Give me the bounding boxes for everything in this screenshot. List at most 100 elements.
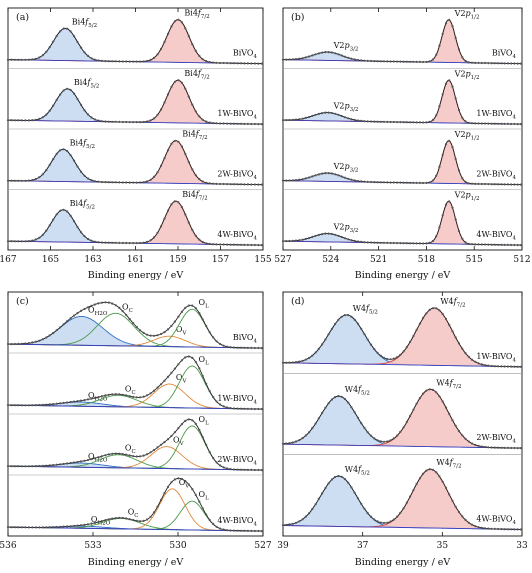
- data-point: [253, 62, 256, 65]
- data-point: [142, 60, 145, 63]
- data-point: [198, 500, 201, 503]
- data-point: [490, 183, 493, 186]
- data-point: [239, 243, 243, 246]
- data-point: [66, 401, 69, 404]
- data-point: [232, 407, 236, 410]
- data-point: [226, 62, 229, 65]
- data-point: [212, 243, 215, 246]
- data-point: [435, 391, 438, 394]
- data-point: [146, 394, 149, 397]
- data-point: [402, 121, 405, 124]
- data-point: [93, 118, 96, 121]
- data-point: [250, 62, 253, 65]
- data-point: [173, 20, 176, 23]
- data-point: [431, 239, 434, 243]
- data-point: [6, 404, 10, 407]
- data-point: [121, 60, 124, 63]
- data-point: [118, 181, 121, 184]
- data-point: [121, 181, 124, 184]
- data-point: [146, 59, 149, 63]
- data-point: [139, 520, 142, 523]
- data-point: [107, 241, 110, 244]
- data-point: [285, 523, 288, 527]
- data-point: [327, 333, 330, 336]
- data-point: [500, 528, 503, 531]
- data-point: [163, 331, 166, 334]
- data-point: [62, 462, 65, 465]
- data-point: [229, 243, 232, 246]
- x-tick-label: 37: [357, 541, 369, 551]
- data-point: [159, 443, 163, 446]
- data-point: [97, 180, 100, 183]
- peak-label: OC: [125, 384, 136, 396]
- data-point: [480, 243, 483, 246]
- data-point: [294, 239, 298, 242]
- data-point: [152, 334, 156, 337]
- data-point: [31, 526, 34, 529]
- data-point: [519, 62, 523, 65]
- data-point: [356, 322, 360, 325]
- data-point: [97, 59, 100, 62]
- data-point: [152, 56, 156, 60]
- data-point: [236, 529, 239, 532]
- data-point: [392, 357, 395, 360]
- data-point: [257, 468, 260, 472]
- data-point: [431, 307, 434, 310]
- data-point: [232, 243, 236, 246]
- data-point: [243, 183, 246, 186]
- data-point: [288, 442, 291, 445]
- data-point: [69, 30, 72, 33]
- data-point: [373, 60, 376, 63]
- data-point: [97, 241, 100, 244]
- data-point: [379, 120, 382, 123]
- data-point: [438, 395, 441, 398]
- data-point: [422, 121, 425, 124]
- data-point: [114, 120, 117, 123]
- data-point: [184, 480, 187, 483]
- data-point: [298, 118, 301, 121]
- data-point: [438, 226, 441, 229]
- data-point: [41, 464, 44, 467]
- data-point: [6, 119, 10, 122]
- data-point: [327, 111, 330, 114]
- x-tick-label: 167: [0, 255, 17, 265]
- data-point: [104, 60, 107, 63]
- data-point: [425, 312, 428, 315]
- data-point: [428, 181, 431, 184]
- data-point: [180, 205, 183, 209]
- data-point: [208, 242, 211, 245]
- data-point: [97, 396, 100, 399]
- data-point: [506, 243, 509, 246]
- data-point: [260, 62, 263, 65]
- data-point: [285, 179, 288, 182]
- data-point: [142, 181, 145, 184]
- data-point: [484, 527, 487, 530]
- data-point: [451, 85, 454, 88]
- data-point: [156, 171, 159, 174]
- data-point: [226, 345, 229, 348]
- data-point: [510, 243, 513, 247]
- data-point: [48, 334, 51, 337]
- data-point: [156, 53, 159, 56]
- data-point: [229, 529, 232, 532]
- data-point: [519, 244, 523, 247]
- data-point: [441, 312, 444, 316]
- data-point: [477, 243, 480, 246]
- data-point: [311, 427, 314, 430]
- peak-label: W4f5/2: [353, 304, 378, 316]
- data-point: [317, 173, 320, 176]
- data-point: [201, 318, 204, 321]
- data-point: [396, 181, 399, 184]
- data-point: [389, 439, 392, 442]
- peak-fill: [283, 173, 522, 185]
- data-point: [146, 120, 149, 123]
- data-point: [156, 446, 159, 449]
- data-point: [334, 233, 337, 236]
- data-point: [457, 430, 461, 433]
- data-point: [487, 243, 490, 246]
- data-point: [215, 243, 218, 246]
- data-point: [215, 61, 218, 64]
- data-point: [402, 507, 405, 510]
- data-point: [490, 527, 493, 530]
- data-point: [464, 241, 467, 244]
